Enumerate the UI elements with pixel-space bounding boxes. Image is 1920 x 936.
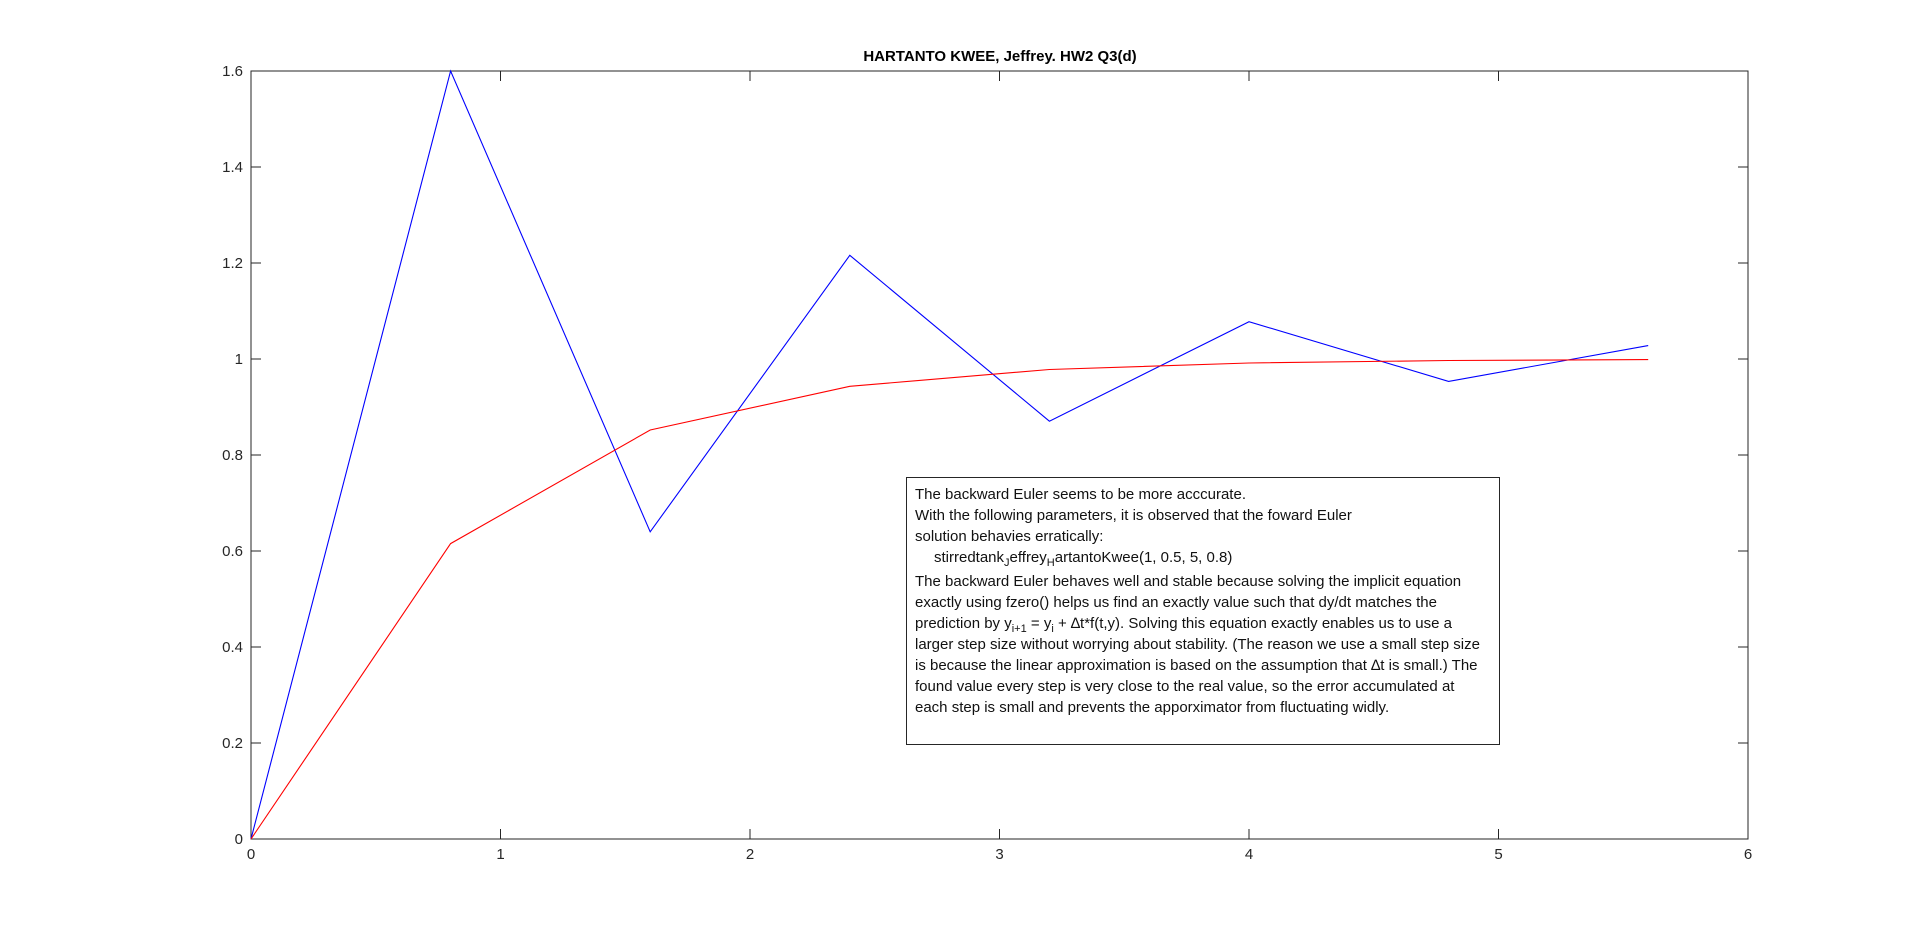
y-tick-label: 0.4	[222, 639, 243, 656]
series-line-2	[250, 359, 1649, 840]
call-part-a: stirredtank	[934, 549, 1005, 566]
y-tick-label: 1.6	[222, 63, 243, 80]
explanation-subscript-1: i+1	[1011, 623, 1027, 635]
x-tick-label: 5	[1494, 846, 1502, 863]
chart-title: HARTANTO KWEE, Jeffrey. HW2 Q3(d)	[863, 48, 1136, 65]
annotation-function-call: stirredtankJeffreyHartantoKwee(1, 0.5, 5…	[915, 547, 1491, 569]
explanation-part-b: = y	[1026, 615, 1052, 632]
y-tick-label: 0.8	[222, 447, 243, 464]
y-tick-label: 0.6	[222, 543, 243, 560]
call-subscript-2: H	[1046, 557, 1055, 569]
explanation-part-c: + ∆t*f(t,y). Solving this equation exact…	[915, 615, 1480, 716]
axis-tick-labels: 0 1 2 3 4 5 6 0 0.2 0.4 0.6 0.8 1 1.2 1.4 1.6	[222, 63, 1752, 863]
series-line-1	[250, 69, 1649, 840]
x-tick-label: 6	[1744, 846, 1752, 863]
y-tick-label: 0.2	[222, 735, 243, 752]
annotation-line-1: The backward Euler seems to be more accc…	[915, 486, 1246, 503]
series-layer	[250, 69, 1649, 840]
y-tick-label: 1	[235, 351, 243, 368]
annotation-explanation: The backward Euler behaves well and stab…	[915, 571, 1491, 718]
x-tick-label: 0	[247, 846, 255, 863]
annotation-textbox: The backward Euler seems to be more accc…	[906, 477, 1500, 745]
call-subscript-1: J	[1004, 557, 1010, 569]
x-tick-label: 3	[995, 846, 1003, 863]
annotation-line-2: With the following parameters, it is obs…	[915, 507, 1352, 524]
explanation-part-a: The backward Euler behaves well and stab…	[915, 573, 1462, 632]
call-part-b: effrey	[1009, 549, 1047, 566]
y-tick-label: 0	[235, 831, 243, 848]
y-tick-label: 1.4	[222, 159, 243, 176]
axis-ticks	[250, 70, 1749, 840]
annotation-line-3: solution behavies erratically:	[915, 528, 1104, 545]
x-tick-label: 2	[746, 846, 754, 863]
x-tick-label: 4	[1245, 846, 1253, 863]
explanation-subscript-2: i	[1051, 623, 1054, 635]
call-part-c: artantoKwee(1, 0.5, 5, 0.8)	[1054, 549, 1233, 566]
y-tick-label: 1.2	[222, 255, 243, 272]
x-tick-label: 1	[496, 846, 504, 863]
